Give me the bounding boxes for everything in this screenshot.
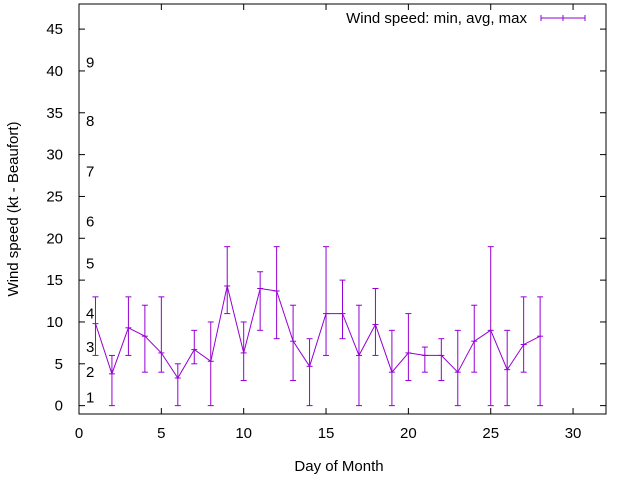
x-tick-label: 20 — [400, 425, 417, 442]
y-tick-label: 40 — [46, 63, 63, 80]
data-point-day-24 — [471, 304, 478, 373]
data-point-day-17 — [355, 304, 362, 407]
x-axis: 0 5 10 15 20 25 30 — [75, 4, 582, 442]
beaufort-label: 9 — [86, 55, 94, 72]
y-tick-label: 0 — [55, 398, 63, 415]
data-point-day-10 — [240, 321, 247, 382]
x-tick-label: 5 — [157, 425, 165, 442]
beaufort-label: 7 — [86, 163, 94, 180]
beaufort-label: 6 — [86, 214, 94, 231]
beaufort-label: 2 — [86, 364, 94, 381]
data-point-day-4 — [141, 304, 148, 373]
data-point-day-21 — [421, 346, 428, 373]
data-point-day-7 — [191, 329, 198, 365]
data-point-day-14 — [306, 338, 313, 407]
data-point-day-26 — [504, 329, 511, 407]
data-point-day-8 — [207, 321, 214, 407]
legend: Wind speed: min, avg, max — [346, 10, 586, 27]
data-point-day-1 — [92, 296, 99, 356]
data-point-day-23 — [454, 329, 461, 407]
data-point-day-2 — [108, 354, 115, 407]
beaufort-label: 8 — [86, 113, 94, 130]
data-point-day-16 — [339, 279, 346, 340]
beaufort-label: 5 — [86, 255, 94, 272]
beaufort-label: 1 — [86, 389, 94, 406]
data-point-day-13 — [290, 304, 297, 382]
y-tick-label: 5 — [55, 356, 63, 373]
y-tick-label: 25 — [46, 188, 63, 205]
x-tick-label: 10 — [235, 425, 252, 442]
data-point-day-18 — [372, 287, 379, 356]
y-tick-label: 30 — [46, 147, 63, 164]
data-point-day-27 — [520, 296, 527, 373]
data-point-day-25 — [487, 246, 494, 407]
x-tick-label: 0 — [75, 425, 83, 442]
y-tick-label: 35 — [46, 105, 63, 122]
plot-area — [92, 246, 544, 407]
y-tick-label: 20 — [46, 230, 63, 247]
x-tick-label: 30 — [565, 425, 582, 442]
series-line-avg — [95, 285, 541, 379]
data-point-day-12 — [273, 246, 280, 340]
x-tick-label: 25 — [482, 425, 499, 442]
legend-key — [540, 15, 586, 21]
y-tick-label: 15 — [46, 272, 63, 289]
data-point-day-3 — [125, 296, 132, 356]
beaufort-scale-labels: 1 2 3 4 5 6 7 8 9 — [86, 55, 94, 407]
legend-label: Wind speed: min, avg, max — [346, 10, 527, 27]
x-tick-label: 15 — [318, 425, 335, 442]
data-point-day-9 — [224, 246, 231, 315]
data-point-day-19 — [388, 329, 395, 407]
beaufort-label: 4 — [86, 306, 94, 323]
data-point-day-5 — [158, 296, 165, 373]
data-point-day-22 — [438, 338, 445, 382]
y-tick-label: 45 — [46, 21, 63, 38]
data-point-day-20 — [405, 313, 412, 382]
x-axis-label: Day of Month — [294, 458, 383, 475]
data-point-day-28 — [537, 296, 544, 407]
beaufort-label: 3 — [86, 339, 94, 356]
y-axis-label: Wind speed (kt - Beaufort) — [5, 121, 22, 296]
data-point-day-6 — [174, 363, 181, 407]
data-point-day-11 — [257, 271, 264, 331]
y-tick-label: 10 — [46, 314, 63, 331]
data-point-day-15 — [323, 246, 330, 356]
plot-frame — [78, 3, 607, 415]
